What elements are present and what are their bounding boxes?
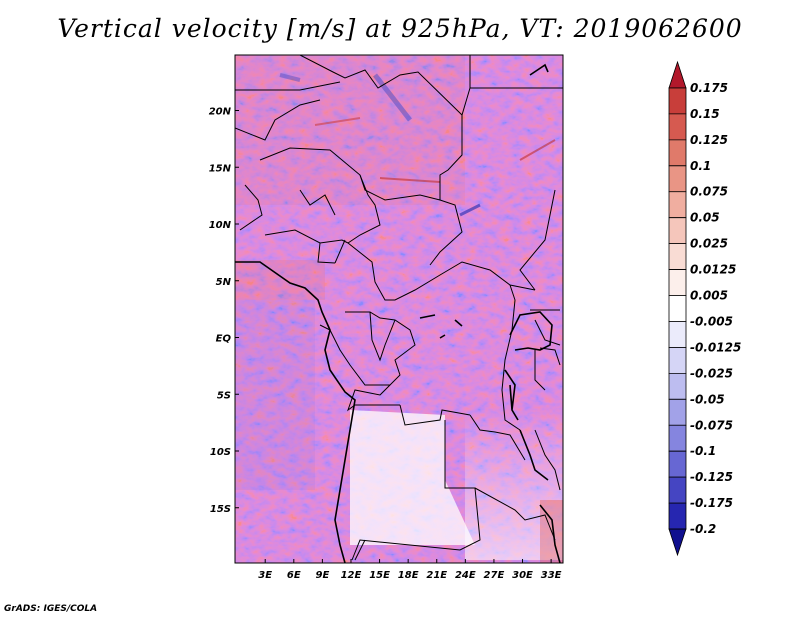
colorbar-label: 0.025	[690, 237, 728, 251]
map-title: Vertical velocity [m/s] at 925hPa, VT: 2…	[57, 14, 743, 43]
lon-tick-label: 6E	[287, 570, 301, 581]
lon-tick-label: 24E	[455, 570, 476, 581]
lat-tick-label: EQ	[216, 334, 232, 345]
lat-tick-label: 15N	[209, 163, 232, 174]
lon-tick-label: 33E	[541, 570, 562, 581]
lon-tick-label: 15E	[369, 570, 390, 581]
colorbar-segment	[668, 347, 687, 374]
colorbar-segment	[668, 321, 687, 348]
colorbar-segment	[668, 295, 687, 322]
colorbar-segment	[668, 191, 687, 219]
colorbar-label: -0.125	[690, 470, 733, 484]
lon-tick-label: 12E	[341, 570, 362, 581]
colorbar-segment	[668, 450, 687, 478]
colorbar-label: 0.075	[690, 185, 728, 199]
colorbar-label: 0.125	[690, 133, 728, 147]
country-borders	[235, 55, 563, 561]
colorbar-segment	[668, 424, 687, 452]
colorbar-segment	[668, 87, 687, 115]
colorbar-segment	[668, 113, 687, 141]
colorbar-label: -0.025	[690, 366, 733, 380]
colorbar-segment	[668, 476, 687, 504]
colorbar-label: 0.05	[690, 211, 720, 225]
colorbar-segment	[668, 139, 687, 167]
colorbar-segment	[668, 60, 687, 89]
lat-tick-label: 10N	[209, 220, 232, 231]
colorbar-segment	[668, 269, 687, 296]
colorbar-label: -0.075	[690, 418, 733, 432]
colorbar-label: -0.1	[690, 444, 716, 458]
lon-tick-label: 21E	[426, 570, 447, 581]
longitude-ticks: 3E 6E 9E 12E 15E 18E 21E 24E 27E 30E 33E	[258, 559, 562, 581]
colorbar-label: -0.05	[690, 392, 725, 406]
lat-tick-label: 10S	[210, 447, 231, 458]
colorbar-segment	[668, 217, 687, 245]
coastlines	[235, 63, 561, 563]
lat-tick-label: 5S	[217, 390, 231, 401]
colorbar-label: 0.0125	[690, 263, 736, 277]
colorbar-segment	[668, 502, 687, 530]
lat-tick-label: 20N	[209, 107, 232, 118]
colorbar-label: -0.005	[690, 314, 733, 328]
lon-tick-label: 3E	[258, 570, 272, 581]
colorbar-label: -0.175	[690, 496, 733, 510]
colorbar-segment	[668, 528, 687, 557]
colorbar: 0.175 0.15 0.125 0.1 0.075 0.05 0.025 0.0125 0.0…	[668, 60, 741, 557]
grads-credit: GrADS: IGES/COLA	[4, 604, 98, 614]
colorbar-label: -0.0125	[690, 340, 741, 354]
lat-tick-label: 5N	[216, 277, 232, 288]
colorbar-segment	[668, 165, 687, 193]
colorbar-segment	[668, 372, 687, 400]
lon-tick-label: 9E	[315, 570, 329, 581]
latitude-ticks: 20N 15N 10N 5N EQ 5S 10S 15S	[209, 107, 239, 515]
colorbar-segment	[668, 398, 687, 426]
colorbar-label: 0.15	[690, 107, 720, 121]
colorbar-label: -0.2	[690, 522, 716, 536]
colorbar-label: 0.175	[690, 81, 728, 95]
lon-tick-label: 18E	[398, 570, 419, 581]
map-frame	[234, 54, 564, 564]
lon-tick-label: 30E	[512, 570, 533, 581]
colorbar-label: 0.005	[690, 289, 728, 303]
lon-tick-label: 27E	[484, 570, 505, 581]
lat-tick-label: 15S	[210, 504, 231, 515]
colorbar-segment	[668, 243, 687, 270]
colorbar-label: 0.1	[690, 159, 711, 173]
